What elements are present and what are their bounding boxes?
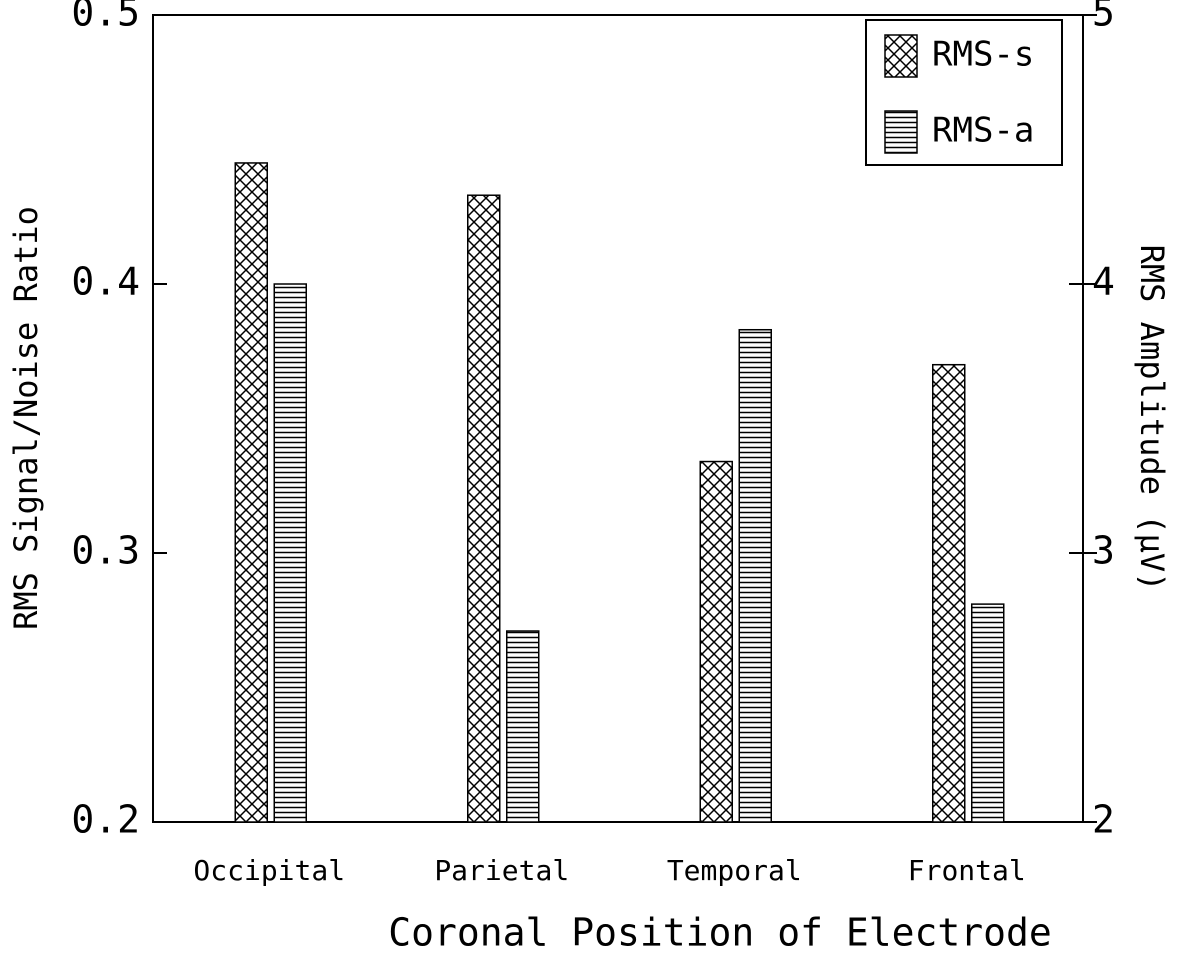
x-tick-label: Occipital (193, 854, 345, 887)
bar (234, 162, 268, 823)
bar (699, 460, 733, 823)
y-tick-label: 0.4 (71, 260, 140, 304)
y-tick-label: 0.2 (71, 798, 140, 842)
legend-swatch (884, 110, 918, 154)
bar (738, 328, 772, 823)
y-tick-label: 0.5 (71, 0, 140, 35)
plot-frame (152, 14, 1084, 823)
x-tick-label: Temporal (667, 854, 802, 887)
y2-tick-label: 5 (1092, 0, 1115, 35)
y2-tick-label: 4 (1092, 260, 1115, 304)
bar (506, 630, 540, 823)
legend (865, 19, 1063, 166)
y2-axis-label: RMS Amplitude (μV) (1133, 245, 1171, 592)
x-tick-label: Frontal (908, 854, 1026, 887)
legend-swatch (884, 34, 918, 78)
y2-tick-label: 3 (1092, 529, 1115, 573)
bar (273, 283, 307, 823)
bar (971, 603, 1005, 823)
bar (467, 194, 501, 823)
y2-tick-label: 2 (1092, 798, 1115, 842)
legend-label: RMS-s (932, 35, 1034, 75)
legend-label: RMS-a (932, 111, 1034, 151)
bar (932, 363, 966, 823)
y-axis-label: RMS Signal/Noise Ratio (7, 206, 45, 630)
y-tick-label: 0.3 (71, 529, 140, 573)
x-axis-label: Coronal Position of Electrode (388, 911, 1051, 955)
x-tick-label: Parietal (434, 854, 569, 887)
